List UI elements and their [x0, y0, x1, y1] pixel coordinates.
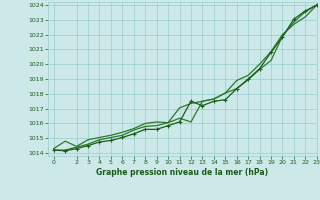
X-axis label: Graphe pression niveau de la mer (hPa): Graphe pression niveau de la mer (hPa)	[96, 168, 268, 177]
